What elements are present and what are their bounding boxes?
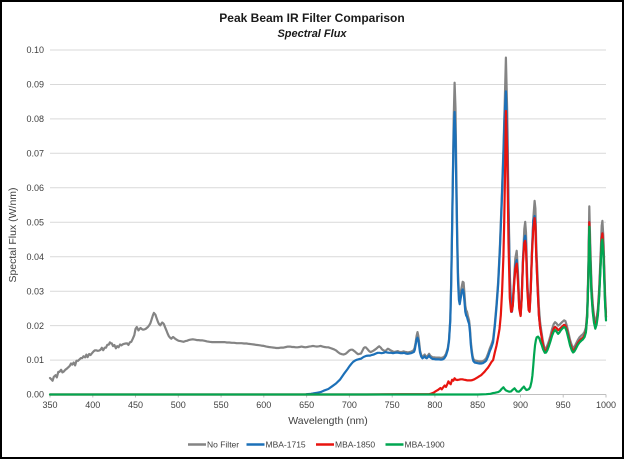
svg-text:Wavelength (nm): Wavelength (nm) — [288, 415, 368, 427]
svg-text:700: 700 — [342, 400, 357, 410]
svg-text:0.06: 0.06 — [26, 183, 44, 193]
svg-text:0.05: 0.05 — [26, 217, 44, 227]
svg-text:0.00: 0.00 — [26, 390, 44, 400]
svg-text:900: 900 — [513, 400, 528, 410]
svg-text:750: 750 — [385, 400, 400, 410]
svg-text:0.10: 0.10 — [26, 45, 44, 55]
svg-text:950: 950 — [556, 400, 571, 410]
svg-text:MBA-1900: MBA-1900 — [405, 440, 445, 450]
svg-text:0.07: 0.07 — [26, 149, 44, 159]
svg-text:550: 550 — [214, 400, 229, 410]
svg-text:0.01: 0.01 — [26, 355, 44, 365]
svg-text:Spectral Flux: Spectral Flux — [277, 28, 347, 40]
svg-text:0.09: 0.09 — [26, 80, 44, 90]
svg-text:800: 800 — [427, 400, 442, 410]
svg-text:0.08: 0.08 — [26, 114, 44, 124]
svg-text:400: 400 — [85, 400, 100, 410]
svg-text:450: 450 — [128, 400, 143, 410]
svg-text:600: 600 — [256, 400, 271, 410]
svg-text:Peak Beam IR Filter Comparison: Peak Beam IR Filter Comparison — [219, 11, 404, 25]
svg-text:0.02: 0.02 — [26, 321, 44, 331]
svg-text:350: 350 — [42, 400, 57, 410]
svg-text:650: 650 — [299, 400, 314, 410]
svg-text:MBA-1850: MBA-1850 — [335, 440, 375, 450]
svg-text:No Filter: No Filter — [207, 440, 239, 450]
svg-text:850: 850 — [470, 400, 485, 410]
svg-text:1000: 1000 — [596, 400, 616, 410]
svg-text:500: 500 — [171, 400, 186, 410]
svg-text:MBA-1715: MBA-1715 — [266, 440, 306, 450]
svg-text:0.04: 0.04 — [26, 252, 44, 262]
svg-text:0.03: 0.03 — [26, 286, 44, 296]
svg-text:Spectal Flux (W/nm): Spectal Flux (W/nm) — [7, 187, 19, 282]
